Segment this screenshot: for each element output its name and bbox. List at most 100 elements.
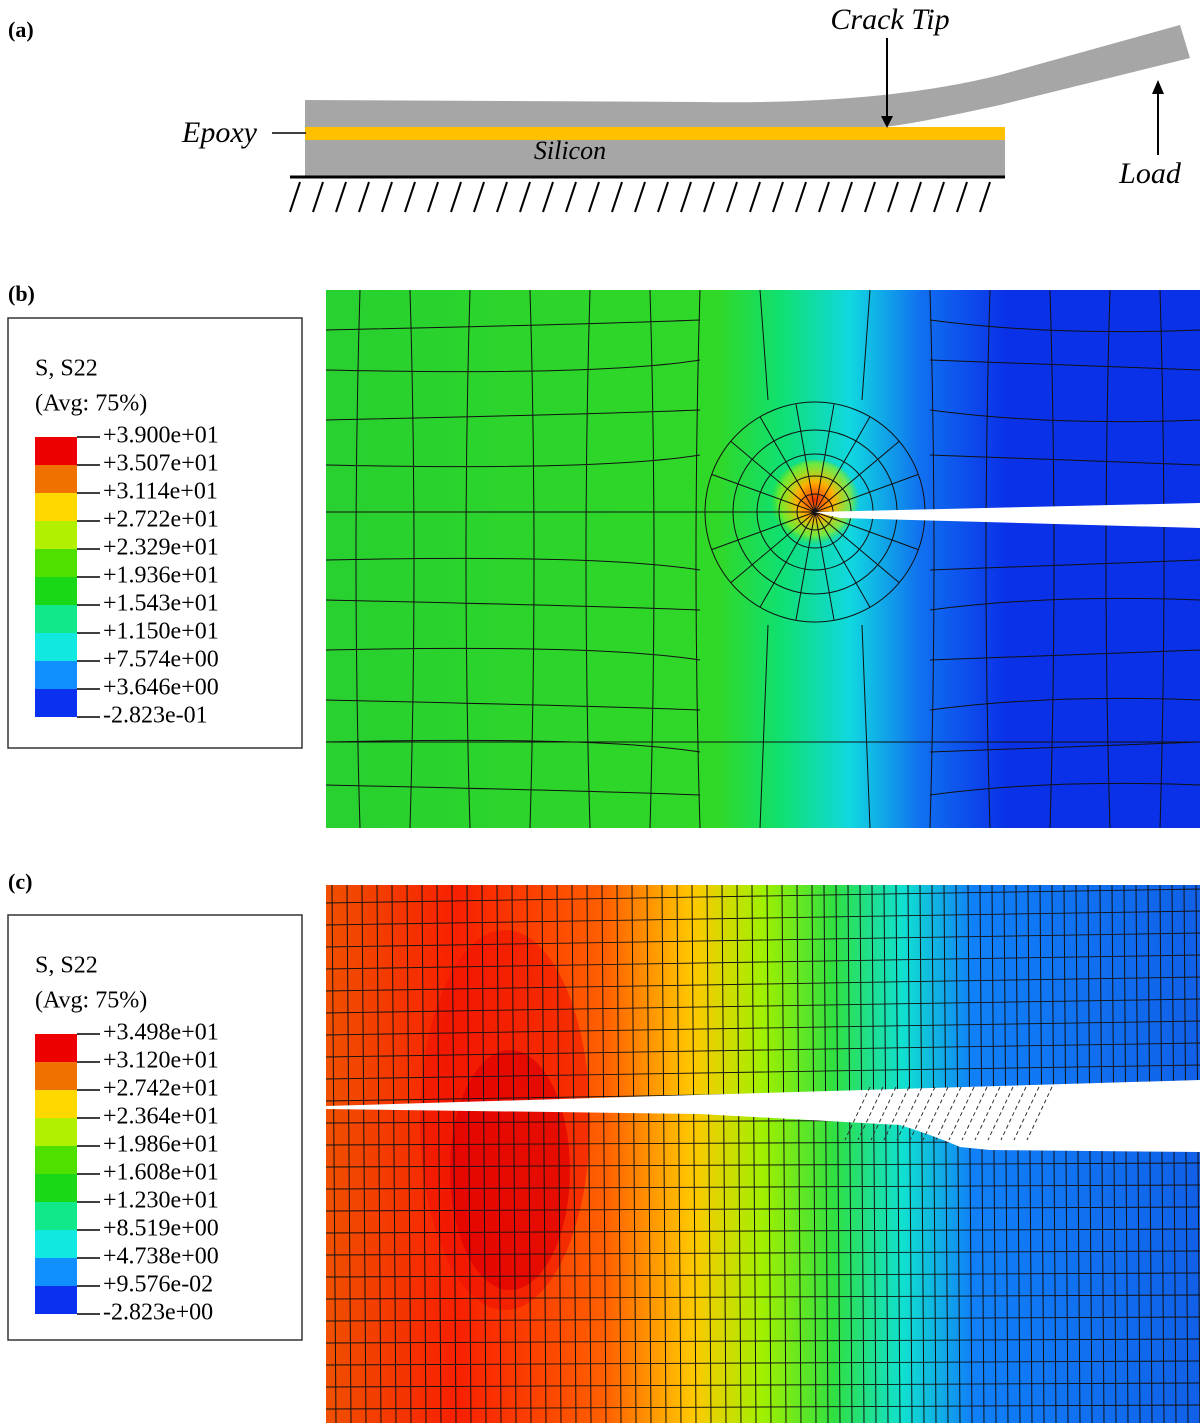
- mesh-line: [1135, 885, 1141, 1423]
- annotation: Silicon: [534, 136, 606, 165]
- mesh-line: [721, 885, 727, 1423]
- annotation: Load: [1118, 157, 1182, 190]
- mesh-line: [661, 885, 667, 1423]
- stress-concentration: [770, 460, 860, 550]
- mesh-line: [496, 885, 502, 1423]
- contour-plot: [326, 290, 1200, 828]
- contour-plot: [326, 885, 1200, 1423]
- mesh-line: [631, 885, 637, 1423]
- mesh-line: [967, 885, 973, 1423]
- hatch-line: [381, 181, 393, 213]
- mesh-line: [355, 290, 361, 828]
- mesh-line: [326, 1360, 1200, 1366]
- annotation: Epoxy: [181, 116, 258, 149]
- hatch-line: [979, 181, 991, 213]
- hatch-line: [427, 181, 439, 213]
- ground-hatch: [289, 181, 991, 213]
- mesh-line: [326, 954, 1200, 970]
- hatch-line: [956, 181, 968, 213]
- mesh-line: [991, 885, 997, 1423]
- hatch-line: [404, 181, 416, 213]
- mesh-line: [811, 885, 817, 1423]
- mesh-line: [326, 1162, 1200, 1168]
- legend-level: +1.543e+01: [103, 591, 219, 617]
- mesh-line: [326, 1184, 1200, 1190]
- cohesive-line: [1000, 1086, 1027, 1141]
- mesh-line: [465, 290, 471, 828]
- mesh-line: [1195, 885, 1200, 1423]
- legend-subtitle: (Avg: 75%): [35, 391, 147, 417]
- cohesive-line: [974, 1086, 1001, 1141]
- hatch-line: [818, 181, 830, 213]
- mesh-line: [1015, 885, 1021, 1423]
- mesh-line: [835, 885, 841, 1423]
- legend-level: +3.498e+01: [103, 1020, 219, 1046]
- legend-level: +2.722e+01: [103, 507, 219, 533]
- cohesive-line: [883, 1086, 910, 1141]
- hatch-line: [289, 181, 301, 213]
- mesh-line: [326, 1294, 1200, 1300]
- legend-level: +7.574e+00: [103, 647, 219, 673]
- mesh-line: [1105, 290, 1111, 828]
- cohesive-line: [909, 1086, 936, 1141]
- beam: [305, 25, 1190, 127]
- legend-level: +3.900e+01: [103, 423, 219, 449]
- hatch-line: [887, 181, 899, 213]
- mesh-line: [676, 885, 682, 1423]
- mesh-line: [326, 454, 1200, 468]
- hatch-line: [772, 181, 784, 213]
- mesh-line: [943, 885, 949, 1423]
- mesh-line: [331, 885, 337, 1423]
- hatch-line: [841, 181, 853, 213]
- mesh-line: [361, 885, 367, 1423]
- legend-swatch: [35, 521, 77, 549]
- legend-swatch: [35, 661, 77, 689]
- mesh-line: [847, 885, 853, 1423]
- legend-swatch: [35, 1118, 77, 1146]
- mesh-line: [955, 885, 961, 1423]
- mesh-line: [646, 885, 652, 1423]
- legend-swatch: [35, 1090, 77, 1118]
- mesh-line: [736, 885, 742, 1423]
- mesh-line: [511, 885, 517, 1423]
- legend-level: +1.230e+01: [103, 1188, 219, 1214]
- hatch-line: [910, 181, 922, 213]
- mesh-line: [326, 1382, 1200, 1388]
- mesh-line: [1039, 885, 1045, 1423]
- mesh-line: [751, 885, 757, 1423]
- mesh-line: [1051, 885, 1057, 1423]
- mesh-line: [759, 290, 769, 828]
- mesh-line: [1087, 885, 1093, 1423]
- legend-swatch: [35, 437, 77, 465]
- cohesive-line: [896, 1086, 923, 1141]
- legend-level: +3.507e+01: [103, 451, 219, 477]
- legend-level: +4.738e+00: [103, 1244, 219, 1270]
- mesh-line: [1159, 290, 1165, 828]
- legend-swatch: [35, 633, 77, 661]
- hatch-line: [795, 181, 807, 213]
- cohesive-line: [935, 1086, 962, 1141]
- mesh-line: [1111, 885, 1117, 1423]
- mesh-line: [326, 1338, 1200, 1344]
- crack: [815, 503, 1200, 528]
- mesh-line: [919, 885, 925, 1423]
- mesh-line: [326, 697, 1200, 711]
- legend-swatch: [35, 1258, 77, 1286]
- mesh-line: [541, 885, 547, 1423]
- mesh-line: [526, 885, 532, 1423]
- mesh-line: [326, 782, 1200, 796]
- mesh-line: [326, 409, 1200, 423]
- mesh-line: [326, 888, 1200, 904]
- mesh-line: [979, 885, 985, 1423]
- legend-swatch: [35, 1202, 77, 1230]
- legend-level: -2.823e-01: [103, 703, 208, 729]
- legend-level: +1.150e+01: [103, 619, 219, 645]
- mesh-line: [409, 290, 415, 828]
- mesh-line: [691, 885, 697, 1423]
- hatch-line: [611, 181, 623, 213]
- mesh-line: [481, 885, 487, 1423]
- cohesive-line: [948, 1086, 975, 1141]
- legend-level: +2.742e+01: [103, 1076, 219, 1102]
- mesh-line: [585, 290, 591, 828]
